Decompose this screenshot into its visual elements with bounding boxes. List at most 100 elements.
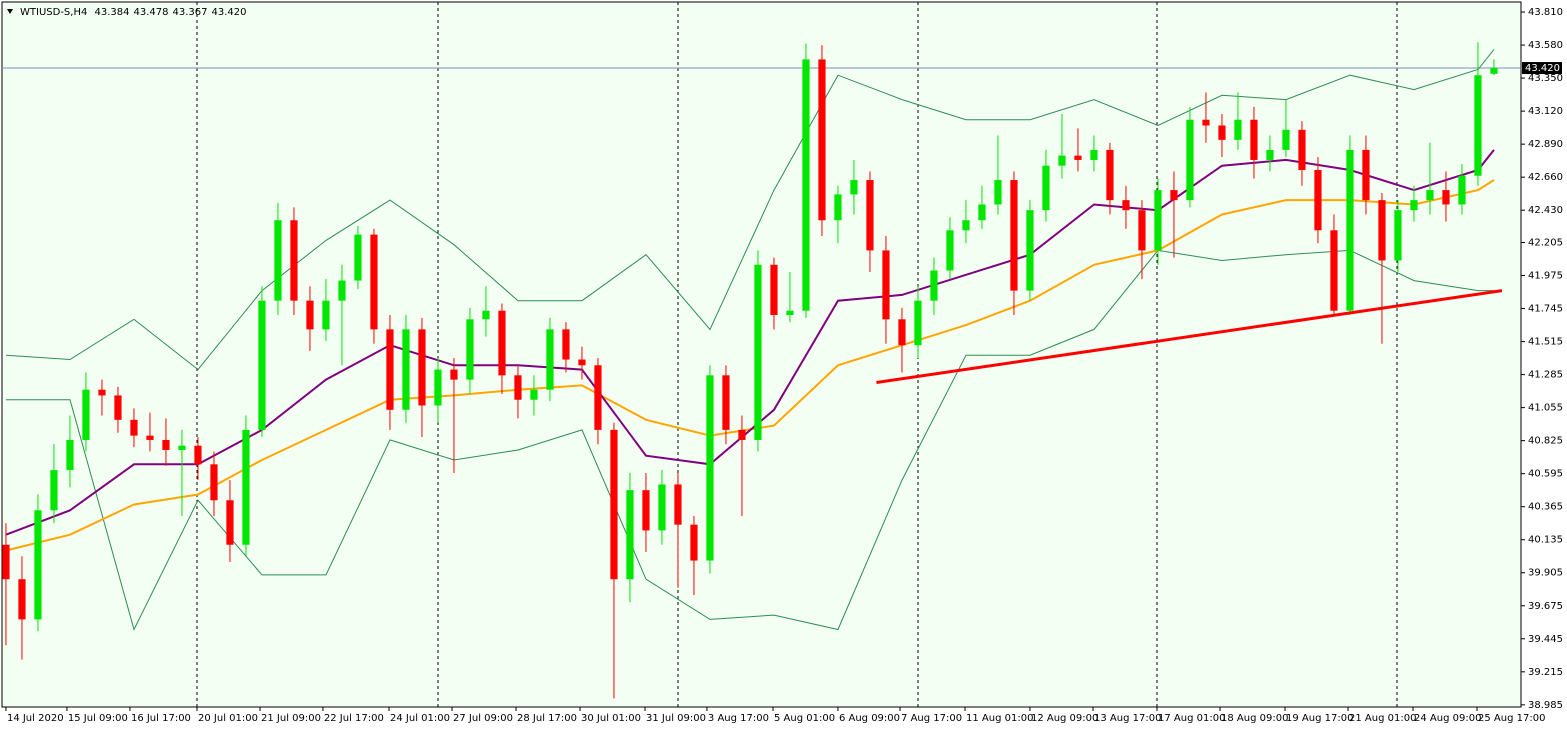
candle-body (1042, 165, 1050, 211)
candle-body (1362, 149, 1370, 201)
candle-body (642, 490, 650, 531)
candle-body (306, 300, 314, 330)
last-price-label: 43.420 (1525, 63, 1560, 74)
candle-body (322, 300, 330, 330)
x-tick-label: 18 Aug 09:00 (1221, 713, 1288, 724)
candle-body (930, 270, 938, 301)
candle-body (1074, 155, 1082, 160)
x-tick-label: 22 Jul 17:00 (324, 713, 384, 724)
last-price-box (1522, 62, 1562, 75)
quote-value: 43.420 (212, 7, 247, 18)
candle-body (98, 389, 106, 396)
plot (2, 42, 1521, 699)
menu-arrow[interactable] (7, 9, 13, 14)
candle-body (130, 419, 138, 436)
candle-body (1170, 190, 1178, 201)
candle-body (690, 524, 698, 561)
y-tick-label: 39.905 (1528, 568, 1563, 579)
indicator-line (5, 179, 1495, 552)
y-tick-label: 41.975 (1528, 271, 1563, 282)
x-tick-label: 27 Jul 09:00 (453, 713, 513, 724)
candle-body (1202, 119, 1210, 126)
candle-body (1282, 129, 1290, 150)
candle-body (2, 544, 10, 580)
x-tick-label: 28 Jul 17:00 (517, 713, 577, 724)
symbol: WTIUSD-S,H4 (20, 7, 87, 18)
candle-body (866, 180, 874, 251)
candle-body (1410, 200, 1418, 211)
candle-body (82, 389, 90, 440)
candle-body (1154, 190, 1162, 251)
candle-body (1218, 125, 1226, 140)
candle-body (1330, 230, 1338, 311)
candle-body (834, 194, 842, 221)
x-tick-label: 7 Aug 17:00 (901, 713, 962, 724)
candle-body (450, 369, 458, 380)
x-tick-label: 11 Aug 01:00 (966, 713, 1033, 724)
x-tick-label: 21 Jul 09:00 (261, 713, 321, 724)
x-tick-label: 15 Jul 09:00 (68, 713, 128, 724)
candle-body (210, 464, 218, 501)
candle-body (242, 429, 250, 545)
y-tick-label: 38.985 (1528, 700, 1563, 711)
candle-body (370, 234, 378, 330)
y-tick-label: 43.120 (1528, 106, 1563, 117)
candle-body (1426, 190, 1434, 201)
candle-body (530, 389, 538, 400)
y-tick-label: 40.595 (1528, 469, 1563, 480)
header: WTIUSD-S,H4 43.384 43.478 43.367 43.420 (20, 7, 247, 18)
candle-body (754, 264, 762, 440)
y-tick-label: 42.890 (1528, 139, 1563, 150)
candle-body (850, 180, 858, 195)
candle-body (898, 319, 906, 346)
candle-body (706, 375, 714, 561)
candle-body (626, 490, 634, 580)
candle-body (1298, 129, 1306, 170)
candle-body (466, 319, 474, 380)
candle-body (338, 280, 346, 301)
candle-body (1474, 75, 1482, 176)
y-tick-label: 41.285 (1528, 370, 1563, 381)
x-tick-label: 24 Aug 09:00 (1414, 713, 1481, 724)
candle-body (546, 329, 554, 390)
x-tick-label: 6 Aug 09:00 (839, 713, 900, 724)
quote-value: 43.367 (173, 7, 208, 18)
x-tick-label: 16 Jul 17:00 (131, 713, 191, 724)
candle-body (1090, 149, 1098, 160)
candle-body (562, 329, 570, 360)
axes: 43.810 43.580 43.350 43.120 42.890 42.660 42.4… (5, 7, 1563, 724)
candle-body (1346, 149, 1354, 311)
candle-body (418, 329, 426, 406)
candle-body (402, 329, 410, 410)
candle-body (722, 375, 730, 430)
indicator-line (6, 249, 1494, 631)
candle-body (1378, 200, 1386, 261)
y-tick-label: 41.515 (1528, 337, 1563, 348)
candle-body (962, 220, 970, 231)
candle-body (498, 310, 506, 376)
y-tick-label: 40.825 (1528, 436, 1563, 447)
x-tick-label: 13 Aug 17:00 (1094, 713, 1161, 724)
candle-body (578, 359, 586, 366)
candle-body (178, 445, 186, 450)
candle-body (1010, 180, 1018, 291)
candle-body (1058, 155, 1066, 166)
candle-body (658, 484, 666, 531)
candle-body (994, 180, 1002, 205)
y-tick-label: 39.215 (1528, 667, 1563, 678)
candle-body (482, 310, 490, 320)
candle-body (50, 470, 58, 511)
candle-body (66, 439, 74, 471)
candle-body (770, 264, 778, 316)
candle-body (1266, 149, 1274, 160)
quote-value: 43.478 (134, 7, 169, 18)
candle-body (1250, 119, 1258, 160)
x-tick-label: 20 Jul 01:00 (198, 713, 258, 724)
x-tick-label: 25 Aug 17:00 (1478, 713, 1545, 724)
y-tick-label: 43.350 (1528, 73, 1563, 84)
y-tick-label: 42.430 (1528, 205, 1563, 216)
x-tick-label: 12 Aug 09:00 (1031, 713, 1098, 724)
x-tick-label: 14 Jul 2020 (7, 713, 64, 724)
candle-body (946, 230, 954, 271)
